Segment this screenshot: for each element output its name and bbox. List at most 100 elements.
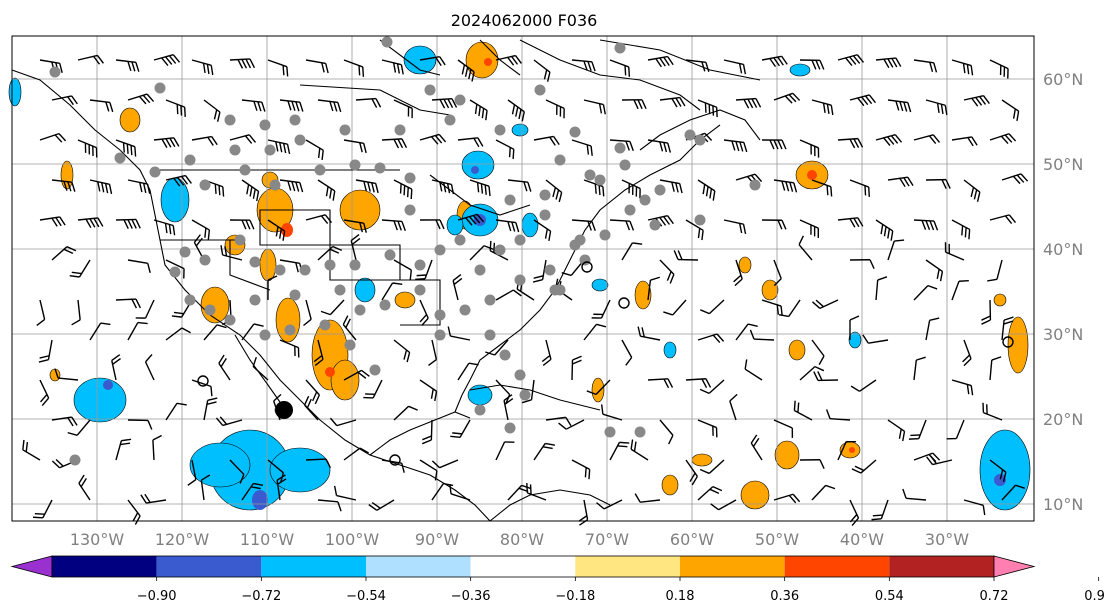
station-dot bbox=[694, 214, 706, 226]
station-dot bbox=[404, 172, 416, 184]
station-dot bbox=[204, 304, 216, 316]
station-dot bbox=[434, 329, 446, 341]
wind-barb bbox=[469, 99, 488, 121]
wind-barb bbox=[723, 219, 747, 235]
colorbar-tick-label: 0.18 bbox=[666, 589, 695, 604]
wind-barb bbox=[735, 323, 758, 341]
wind-barb bbox=[127, 93, 155, 105]
wind-barb bbox=[887, 176, 914, 188]
wind-barb bbox=[735, 97, 762, 109]
station-open-circle bbox=[1002, 336, 1014, 348]
station-dot bbox=[434, 244, 446, 256]
wind-barb bbox=[521, 379, 535, 404]
colorbar-extend-high bbox=[993, 555, 1036, 578]
wind-barb bbox=[152, 434, 162, 461]
wind-barb bbox=[503, 394, 514, 421]
station-dot bbox=[369, 364, 381, 376]
wind-barb bbox=[913, 219, 939, 231]
station-dot bbox=[264, 144, 276, 156]
station-dot bbox=[639, 194, 651, 206]
station-dot bbox=[579, 254, 591, 266]
station-dot bbox=[199, 179, 211, 191]
wind-barb bbox=[115, 438, 132, 461]
precip-area-positive bbox=[275, 297, 301, 343]
wind-barb bbox=[320, 299, 345, 316]
wind-barb bbox=[457, 137, 484, 148]
wind-barb bbox=[1001, 173, 1029, 185]
wind-barb bbox=[355, 97, 382, 108]
wind-barb bbox=[621, 242, 643, 261]
precip-core-positive bbox=[484, 58, 492, 66]
wind-barb bbox=[773, 419, 794, 438]
wind-barb bbox=[428, 339, 438, 366]
wind-barb bbox=[609, 441, 630, 461]
wind-barb bbox=[533, 135, 560, 146]
wind-barb bbox=[127, 179, 151, 194]
station-dot bbox=[179, 246, 191, 258]
wind-barb bbox=[659, 419, 674, 445]
coastline bbox=[639, 109, 761, 151]
wind-barb bbox=[419, 133, 447, 145]
wind-barb bbox=[241, 482, 264, 501]
wind-barb bbox=[761, 219, 787, 230]
wind-barb bbox=[609, 219, 635, 231]
wind-barb bbox=[115, 298, 142, 309]
precip-area-positive bbox=[394, 291, 416, 309]
station-dot bbox=[614, 42, 626, 54]
wind-barb bbox=[926, 455, 953, 466]
wind-barb bbox=[69, 259, 91, 278]
wind-barb bbox=[799, 59, 825, 70]
colorbar-tick-label: 0.36 bbox=[770, 589, 799, 604]
wind-barb bbox=[89, 322, 111, 341]
wind-barb bbox=[533, 442, 556, 461]
latitude-label: 10°N bbox=[1043, 495, 1083, 514]
wind-barb bbox=[303, 395, 319, 421]
station-dot bbox=[349, 159, 361, 171]
latitude-label: 30°N bbox=[1043, 325, 1083, 344]
wind-barb bbox=[699, 379, 725, 394]
wind-barb bbox=[38, 339, 53, 363]
station-dot bbox=[519, 389, 531, 401]
longitude-label: 130°W bbox=[70, 530, 125, 549]
coastline bbox=[369, 411, 471, 456]
colorbar-tick-label: −0.90 bbox=[137, 589, 177, 604]
wind-barb bbox=[871, 499, 889, 521]
wind-barb bbox=[925, 317, 940, 341]
coastline bbox=[299, 84, 451, 116]
wind-barb bbox=[305, 458, 332, 469]
wind-barb bbox=[421, 419, 433, 445]
station-dot bbox=[514, 234, 526, 246]
coastline bbox=[479, 39, 521, 76]
wind-barb bbox=[813, 371, 839, 382]
wind-barb bbox=[51, 416, 78, 427]
wind-barb bbox=[647, 55, 674, 68]
wind-barb bbox=[913, 134, 941, 144]
wind-barb bbox=[799, 139, 820, 158]
wind-barb bbox=[571, 59, 596, 72]
wind-barb bbox=[165, 327, 191, 341]
wind-barb bbox=[723, 139, 748, 153]
station-dot bbox=[184, 154, 196, 166]
wind-barb bbox=[342, 315, 357, 341]
wind-barb bbox=[944, 242, 965, 261]
wind-barb bbox=[495, 54, 522, 66]
wind-barb bbox=[191, 379, 213, 397]
wind-barb bbox=[165, 402, 187, 421]
station-dot bbox=[434, 309, 446, 321]
wind-barb bbox=[469, 245, 494, 261]
wind-barb bbox=[317, 99, 342, 113]
map-title: 2024062000 F036 bbox=[451, 11, 598, 30]
colorbar-segment bbox=[470, 556, 576, 577]
precip-core-positive bbox=[325, 367, 335, 377]
colorbar-extend-low bbox=[10, 555, 53, 578]
wind-barb bbox=[586, 379, 611, 396]
precip-area-negative bbox=[8, 77, 22, 107]
wind-barb bbox=[761, 139, 787, 150]
station-dot bbox=[384, 249, 396, 261]
wind-barb bbox=[798, 235, 813, 261]
station-open-circle bbox=[197, 375, 209, 387]
wind-barb bbox=[431, 482, 454, 501]
longitude-label: 50°W bbox=[755, 530, 799, 549]
wind-barb bbox=[153, 219, 176, 236]
